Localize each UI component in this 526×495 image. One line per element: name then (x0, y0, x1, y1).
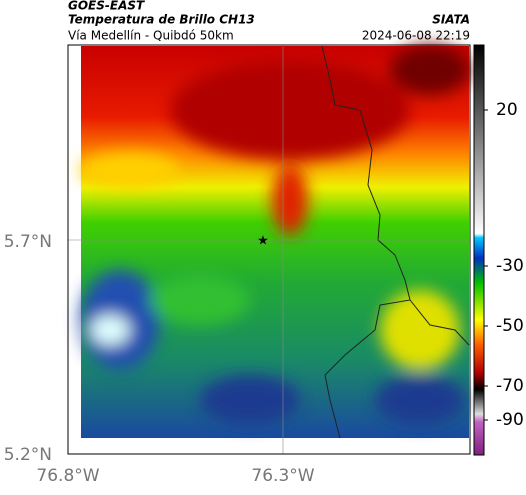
colorbar-ticks (484, 109, 488, 421)
lon-label: 76.3°W (251, 466, 314, 486)
lon-label: 76.8°W (36, 466, 99, 486)
title: Temperatura de Brillo CH13 (68, 13, 255, 27)
colorbar (473, 44, 485, 456)
map-image (80, 45, 470, 439)
product: GOES-EAST (68, 0, 145, 13)
lat-label: 5.7°N (4, 232, 52, 252)
lat-label: 5.2°N (4, 445, 52, 465)
city-marker: ★ (257, 234, 269, 249)
colorbar-label: -30 (496, 256, 524, 276)
datetime: 2024-06-08 22:19 (362, 29, 470, 43)
subtitle: Vía Medellín - Quibdó 50km (68, 29, 234, 43)
map-frame (67, 44, 471, 455)
colorbar-label: -70 (496, 376, 524, 396)
source: SIATA (432, 13, 470, 27)
colorbar-label: -50 (496, 316, 524, 336)
colorbar-label: 20 (496, 100, 518, 120)
colorbar-label: -90 (496, 410, 524, 430)
